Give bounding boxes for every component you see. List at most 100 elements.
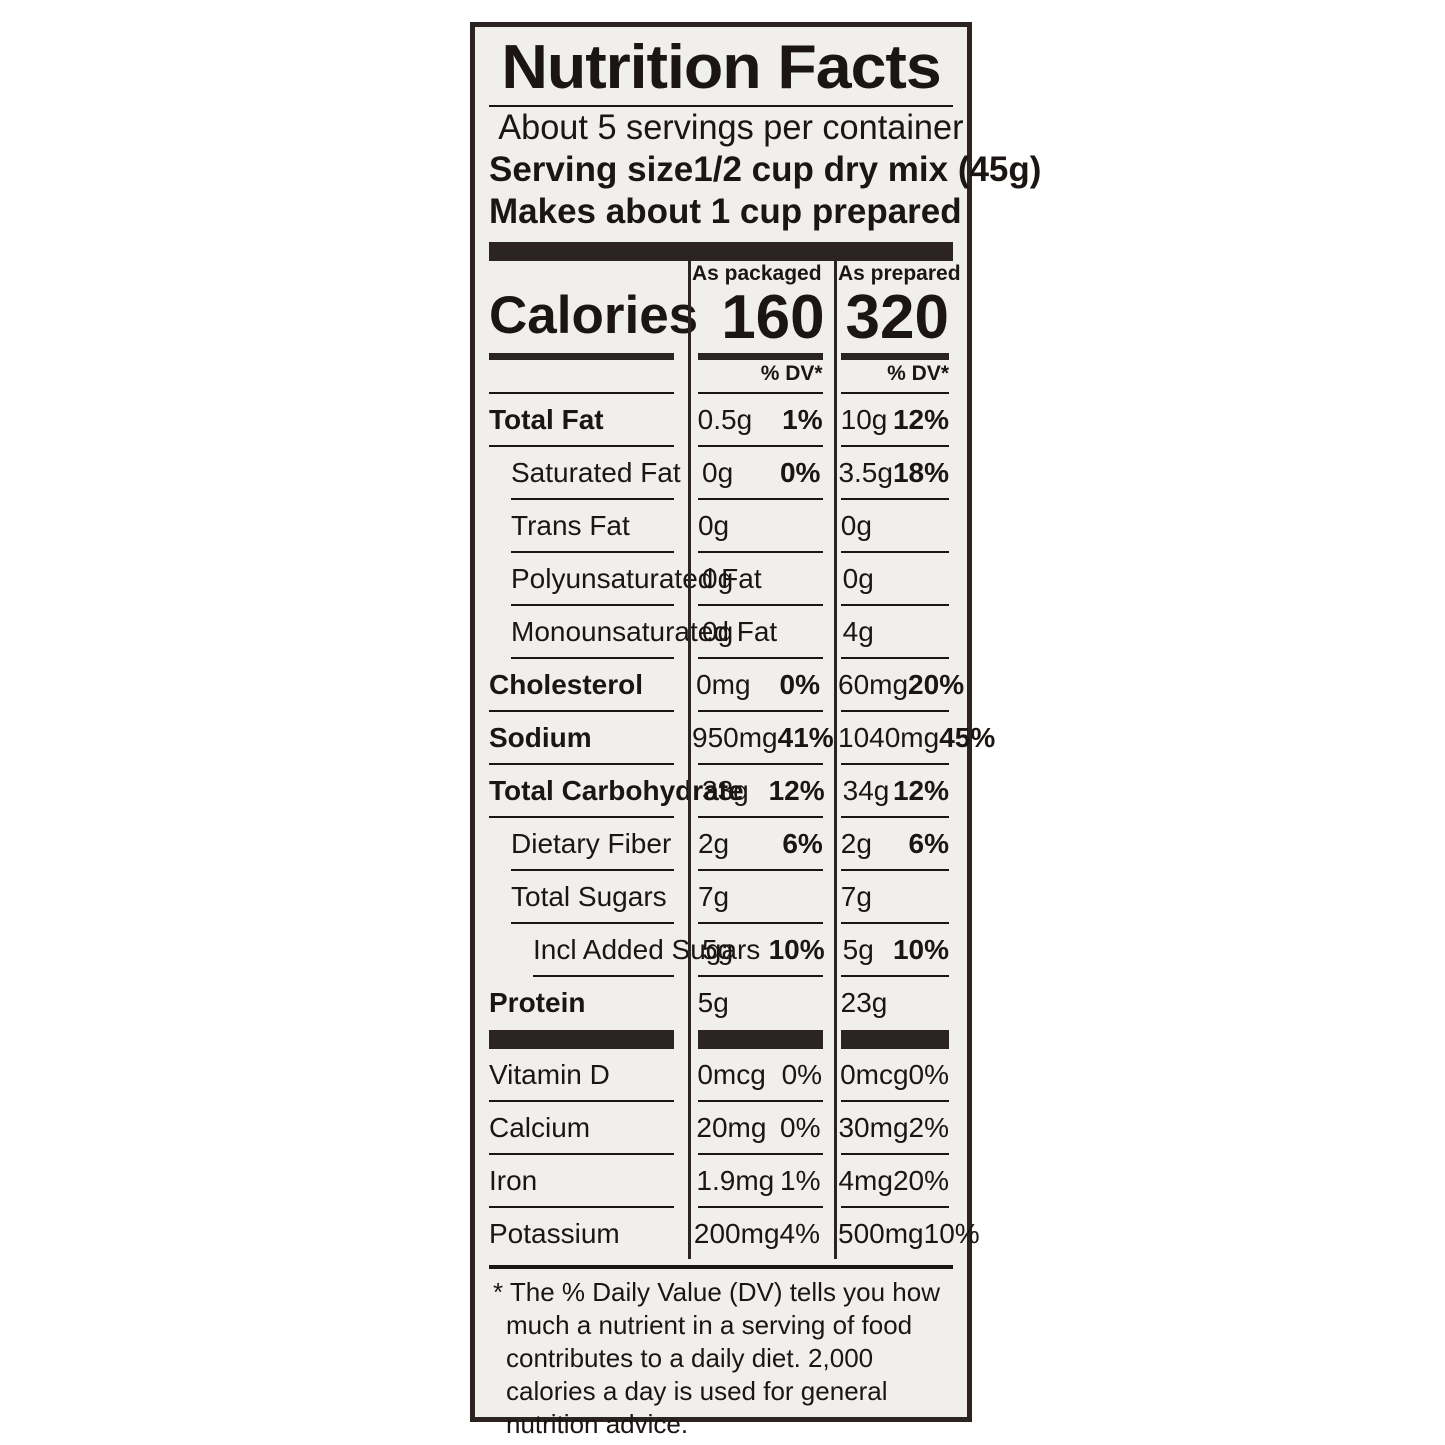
nutrient-row: Potassium 200mg 4% 500mg 10% <box>489 1208 980 1259</box>
row-rule-prepared <box>840 1100 949 1102</box>
nutrient-prepared-dv: 10% <box>923 1218 980 1249</box>
nutrient-packaged-dv: 0% <box>779 669 820 700</box>
dv-divider-packaged <box>697 392 823 394</box>
nutrient-prepared: 4g <box>829 606 953 657</box>
row-rule-prepared <box>840 445 949 447</box>
row-rule-packaged <box>697 869 823 871</box>
nutrient-packaged-amount: 2g <box>697 828 730 859</box>
title-divider <box>489 105 953 107</box>
nutrient-prepared: 500mg 10% <box>824 1208 980 1259</box>
nutrient-packaged: 200mg 4% <box>680 1208 824 1259</box>
row-rule-packaged <box>697 763 823 765</box>
calories-label: Calories <box>489 286 699 345</box>
nutrient-row: Iron 1.9mg 1% 4mg 20% <box>489 1155 953 1206</box>
nutrient-row-divider <box>489 869 953 871</box>
row-rule-packaged <box>697 1153 823 1155</box>
nutrient-name: Dietary Fiber <box>511 828 672 859</box>
nutrient-packaged: 950mg 41% <box>678 712 834 763</box>
nutrient-prepared: 0g <box>827 500 953 551</box>
column-header-prepared: As prepared <box>838 262 961 285</box>
nutrient-prepared: 60mg 20% <box>824 659 964 710</box>
nutrient-row: Incl Added Sugars 5g 10% 5g 10% <box>489 924 953 975</box>
nutrient-row-divider <box>489 763 953 765</box>
nutrient-prepared-amount: 23g <box>840 987 888 1018</box>
row-rule-name <box>533 975 675 977</box>
column-header-spacer <box>489 261 678 287</box>
nutrient-row-divider <box>489 816 953 818</box>
nutrient-row: Vitamin D 0mcg 0% 0mcg 0% <box>489 1049 953 1100</box>
row-rule-prepared <box>840 869 949 871</box>
nutrient-name: Sodium <box>489 722 592 753</box>
nutrient-prepared-dv: 20% <box>892 1165 949 1196</box>
nutrient-prepared-amount: 0mcg <box>840 1059 909 1090</box>
dv-header-prepared: % DV* <box>887 362 949 385</box>
nutrient-packaged-amount: 5g <box>702 934 734 965</box>
serving-size-row: Serving size 1/2 cup dry mix (45g) <box>489 149 1041 191</box>
nutrient-packaged: 0g <box>688 553 829 604</box>
nutrient-packaged-amount: 0g <box>702 563 734 594</box>
nutrient-name: Calcium <box>489 1112 591 1143</box>
nutrient-prepared: 0mcg 0% <box>826 1049 953 1100</box>
row-rule-packaged <box>697 604 823 606</box>
nutrient-row: Protein 5g 23g <box>489 977 953 1028</box>
nutrient-packaged-amount: 7g <box>697 881 730 912</box>
header-thick-divider <box>489 242 953 261</box>
nutrient-prepared-amount: 30mg <box>838 1112 909 1143</box>
nutrient-row: Cholesterol 0mg 0% 60mg 20% <box>489 659 964 710</box>
nutrient-row: Saturated Fat 0g 0% 3.5g 18% <box>489 447 953 498</box>
nutrient-prepared: 7g <box>827 871 953 922</box>
calories-value-prepared: 320 <box>845 283 949 352</box>
row-rule-name <box>489 445 674 447</box>
row-rule-prepared <box>840 604 949 606</box>
nutrient-packaged-amount: 0g <box>702 457 734 488</box>
dv-header-spacer <box>489 360 684 388</box>
servings-per-container: About 5 servings per container <box>498 108 964 147</box>
row-rule-packaged <box>697 1206 823 1208</box>
nutrient-row-divider <box>489 445 953 447</box>
dv-header-row: % DV* % DV* <box>489 360 953 388</box>
nutrient-name: Incl Added Sugars <box>533 934 761 965</box>
row-rule-name <box>511 604 674 606</box>
nutrient-prepared-dv: 20% <box>908 669 965 700</box>
nutrient-prepared-dv: 2% <box>908 1112 949 1143</box>
nutrient-prepared-amount: 500mg <box>838 1218 924 1249</box>
nutrient-packaged-dv: 12% <box>768 775 825 806</box>
nutrient-packaged: 2g 6% <box>684 818 827 869</box>
nutrient-packaged-dv: 10% <box>768 934 825 965</box>
nutrient-name: Monounsaturated Fat <box>511 616 778 647</box>
nutrient-prepared-amount: 3.5g <box>838 457 893 488</box>
nutrient-row-divider <box>489 604 953 606</box>
nutrient-rows: Total Fat 0.5g 1% 10g 12% Saturated Fat 0g 0% 3.… <box>489 394 995 1028</box>
nutrient-name: Iron <box>489 1165 538 1196</box>
nutrient-row-divider <box>489 1153 953 1155</box>
row-rule-name <box>489 1206 674 1208</box>
nutrient-prepared-dv: 10% <box>892 934 949 965</box>
nutrient-prepared: 2g 6% <box>827 818 953 869</box>
serving-size-value: 1/2 cup dry mix (45g) <box>693 150 1042 189</box>
nutrition-facts-panel: Nutrition Facts About 5 servings per con… <box>470 22 1041 1439</box>
nutrient-packaged-amount: 200mg <box>693 1218 780 1249</box>
nutrient-packaged: 5g <box>684 977 827 1028</box>
row-rule-packaged <box>697 710 823 712</box>
nutrient-prepared-dv: 45% <box>939 722 996 753</box>
nutrient-name: Trans Fat <box>511 510 630 541</box>
row-rule-packaged <box>697 498 823 500</box>
row-rule-name <box>489 816 674 818</box>
nutrient-name: Cholesterol <box>489 669 644 700</box>
nutrient-prepared-amount: 5g <box>842 934 874 965</box>
nutrient-row-divider <box>489 551 953 553</box>
dv-header-divider-row <box>489 392 953 394</box>
row-rule-packaged <box>697 551 823 553</box>
calories-underline-name <box>489 353 674 360</box>
nutrient-row: Total Sugars 7g 7g <box>489 871 953 922</box>
nutrient-packaged-amount: 0mg <box>696 669 751 700</box>
nutrient-packaged: 0mg 0% <box>682 659 824 710</box>
serving-size-label: Serving size <box>489 150 694 189</box>
nutrient-row-divider <box>489 657 953 659</box>
row-rule-packaged <box>697 657 823 659</box>
nutrient-prepared-dv: 18% <box>892 457 949 488</box>
row-rule-packaged <box>698 975 823 977</box>
nutrient-packaged-amount: 950mg <box>692 722 778 753</box>
nutrient-prepared: 0g <box>829 553 953 604</box>
nutrient-packaged-amount: 0g <box>702 616 734 647</box>
